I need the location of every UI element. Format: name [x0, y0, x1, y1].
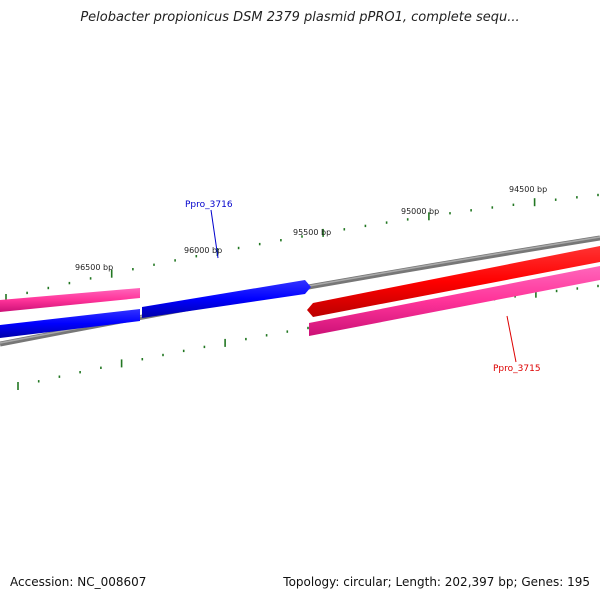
page-title: Pelobacter propionicus DSM 2379 plasmid …	[80, 10, 520, 25]
scale-tick-label: 96000 bp	[184, 246, 222, 255]
footer-accession: Accession: NC_008607	[10, 575, 147, 589]
gene-label-leader	[210, 209, 219, 259]
scale-tick-label: 96500 bp	[75, 263, 113, 272]
scale-tick-label: 94500 bp	[509, 185, 547, 194]
feature-band-lower	[309, 266, 600, 336]
feature-band-upper	[0, 288, 140, 312]
gene-label-ppro3715[interactable]: Ppro_3715	[493, 364, 541, 374]
scale-tick-label: 95000 bp	[401, 207, 439, 216]
gene-label-ppro3716[interactable]: Ppro_3716	[185, 200, 233, 210]
gene-label-leader	[506, 315, 517, 363]
footer-summary: Topology: circular; Length: 202,397 bp; …	[283, 575, 590, 589]
gene-ppro3715-reverse[interactable]	[307, 246, 600, 317]
scale-tick-label: 95500 bp	[293, 228, 331, 237]
gene-ppro3716-forward-arrow[interactable]	[142, 280, 311, 318]
gene-ppro3716-forward[interactable]	[0, 309, 140, 338]
